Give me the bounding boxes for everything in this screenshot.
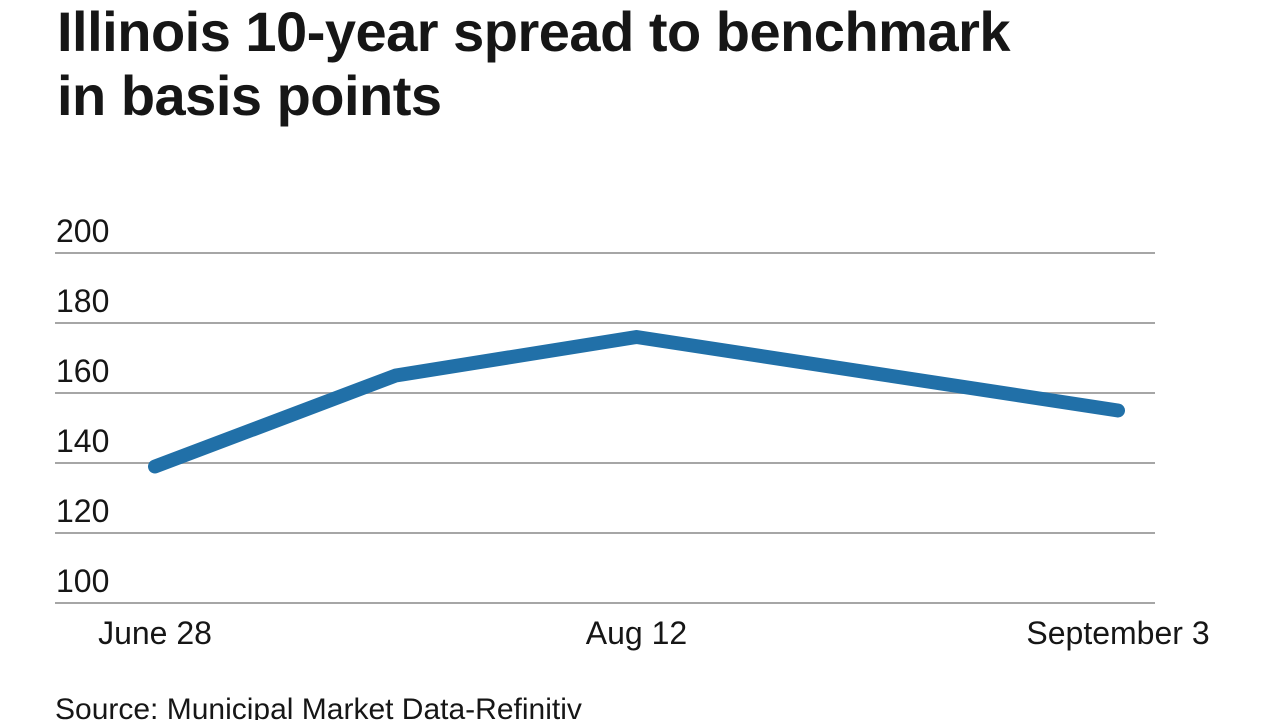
y-tick-label: 140 [56,423,110,459]
y-gridline [55,392,1155,394]
spread-line [148,330,1125,474]
x-tick-label: Aug 12 [585,615,688,651]
x-tick-label: June 28 [98,615,212,651]
y-tick-label: 160 [56,353,110,389]
chart-title: Illinois 10-year spread to benchmark in … [57,0,1011,128]
y-gridline [55,602,1155,604]
chart-title-line-1: Illinois 10-year spread to benchmark [57,0,1011,63]
y-gridline [55,252,1155,254]
y-tick-label: 180 [56,283,110,319]
y-gridline [55,532,1155,534]
x-tick-label: September 3 [1026,615,1210,651]
source-note: Source: Municipal Market Data-Refinitiv [55,693,582,720]
y-gridline [55,322,1155,324]
y-tick-label: 120 [56,493,110,529]
y-gridline [55,462,1155,464]
chart-title-line-2: in basis points [57,64,442,127]
y-tick-label: 200 [56,213,110,249]
y-tick-label: 100 [56,563,110,599]
